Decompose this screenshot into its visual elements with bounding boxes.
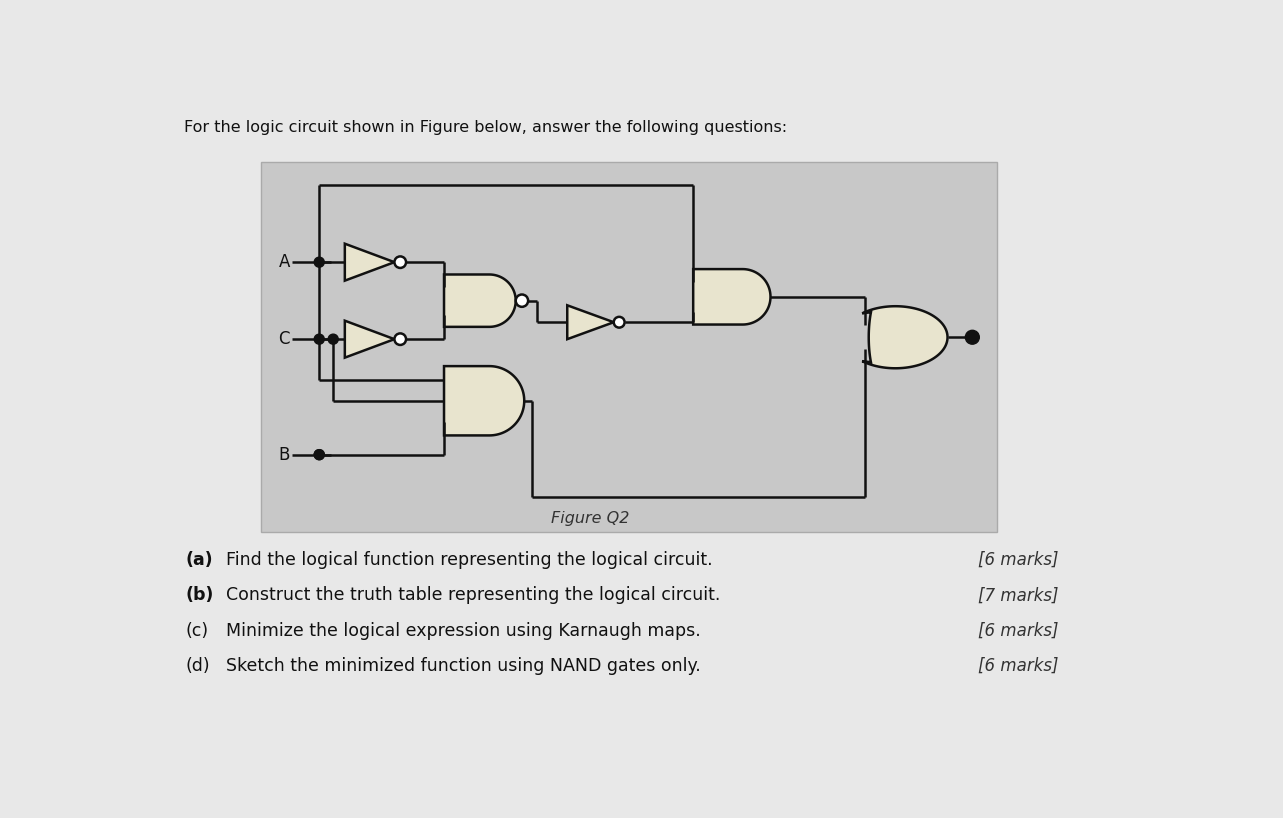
Text: Sketch the minimized function using NAND gates only.: Sketch the minimized function using NAND… [226,657,701,675]
Circle shape [328,335,339,344]
Text: [7 marks]: [7 marks] [978,587,1058,605]
Polygon shape [345,244,394,281]
Polygon shape [693,269,771,325]
Text: (a): (a) [185,551,213,569]
FancyBboxPatch shape [262,162,997,532]
Text: Minimize the logical expression using Karnaugh maps.: Minimize the logical expression using Ka… [226,622,701,640]
Polygon shape [444,366,525,435]
Text: [6 marks]: [6 marks] [978,657,1058,675]
Circle shape [314,257,325,267]
Polygon shape [345,321,394,357]
Circle shape [314,335,325,344]
Circle shape [516,294,529,307]
Circle shape [314,450,325,460]
Polygon shape [567,305,613,339]
Text: Figure Q2: Figure Q2 [552,511,630,526]
Text: (c): (c) [185,622,208,640]
Text: A: A [278,253,290,272]
Text: For the logic circuit shown in Figure below, answer the following questions:: For the logic circuit shown in Figure be… [183,119,786,135]
Text: C: C [278,330,290,348]
Circle shape [394,256,405,268]
Text: Find the logical function representing the logical circuit.: Find the logical function representing t… [226,551,713,569]
Text: (b): (b) [185,587,213,605]
Polygon shape [862,306,948,368]
Circle shape [613,317,625,328]
Circle shape [314,450,325,460]
Text: Construct the truth table representing the logical circuit.: Construct the truth table representing t… [226,587,721,605]
Circle shape [394,334,405,345]
Polygon shape [444,275,516,327]
Text: B: B [278,446,290,464]
Text: [6 marks]: [6 marks] [978,551,1058,569]
Text: (d): (d) [185,657,210,675]
Text: [6 marks]: [6 marks] [978,622,1058,640]
Circle shape [965,330,979,344]
